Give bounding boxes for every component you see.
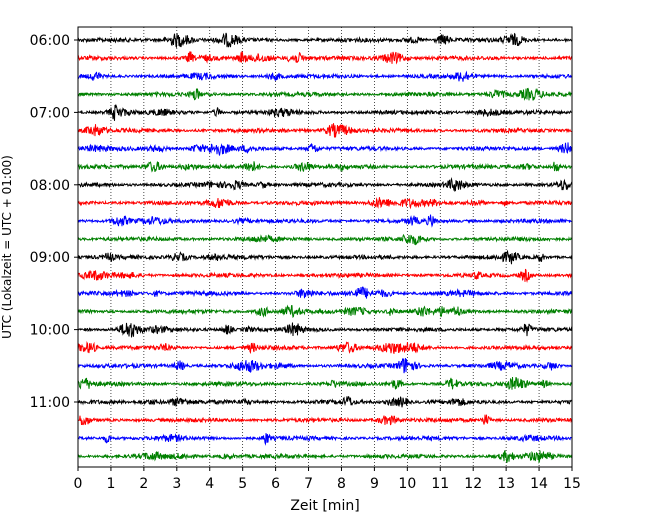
- seismogram-trace: [77, 450, 573, 464]
- seismogram-trace: [77, 322, 573, 338]
- seismogram-trace: [77, 414, 573, 426]
- y-axis-label: UTC (Lokalzeit = UTC + 01:00): [0, 155, 14, 339]
- x-tick-label: 3: [172, 476, 181, 492]
- x-tick-label: 1: [106, 476, 115, 492]
- x-tick-label: 11: [431, 476, 449, 492]
- x-tick-label: 10: [398, 476, 416, 492]
- seismogram-trace: [78, 304, 573, 319]
- y-tick-label: 07:00: [30, 105, 70, 121]
- y-tick-label: 10:00: [30, 323, 70, 339]
- seismogram-trace: [77, 433, 573, 446]
- seismogram-trace: [77, 70, 573, 82]
- x-axis-label: Zeit [min]: [290, 498, 359, 514]
- seismogram-trace: [77, 197, 573, 210]
- x-tick-label: 2: [139, 476, 148, 492]
- x-axis: 0 1 2 3 4 5 6 7 8 9 10 11 12 13 14 15: [74, 467, 581, 492]
- x-tick-label: 12: [464, 476, 482, 492]
- seismogram-trace: [77, 161, 573, 173]
- seismogram-trace: [77, 233, 573, 246]
- seismogram-trace: [77, 87, 573, 101]
- x-tick-label: 6: [271, 476, 280, 492]
- seismogram-trace: [77, 177, 573, 193]
- y-axis: 06:00 07:00 08:00 09:00 10:00 11:00: [30, 33, 78, 411]
- seismogram-trace: [77, 376, 573, 390]
- seismogram-trace: [77, 268, 573, 284]
- x-tick-label: 5: [238, 476, 247, 492]
- traces: [77, 32, 573, 464]
- seismogram-trace: [77, 214, 573, 228]
- seismogram-trace: [77, 142, 573, 156]
- seismogram-trace: [77, 32, 573, 49]
- grid-lines: [110, 27, 540, 467]
- seismogram-trace: [77, 123, 573, 138]
- x-tick-label: 0: [74, 476, 83, 492]
- y-tick-label: 08:00: [30, 178, 70, 194]
- y-tick-label: 06:00: [30, 33, 70, 49]
- x-tick-label: 15: [563, 476, 581, 492]
- x-tick-label: 14: [530, 476, 548, 492]
- seismogram-trace: [77, 286, 573, 299]
- x-tick-label: 8: [337, 476, 346, 492]
- x-tick-label: 4: [205, 476, 214, 492]
- x-tick-label: 9: [370, 476, 379, 492]
- x-tick-label: 7: [304, 476, 313, 492]
- y-tick-label: 09:00: [30, 250, 70, 266]
- seismogram-trace: [77, 50, 572, 65]
- plot-frame: [77, 26, 573, 468]
- y-tick-label: 11:00: [30, 395, 70, 411]
- seismogram-trace: [77, 341, 573, 355]
- seismogram-trace: [78, 103, 573, 121]
- seismogram-trace: [77, 249, 573, 265]
- x-tick-label: 13: [497, 476, 515, 492]
- seismogram-trace: [77, 357, 573, 374]
- seismogram-trace: [77, 395, 573, 408]
